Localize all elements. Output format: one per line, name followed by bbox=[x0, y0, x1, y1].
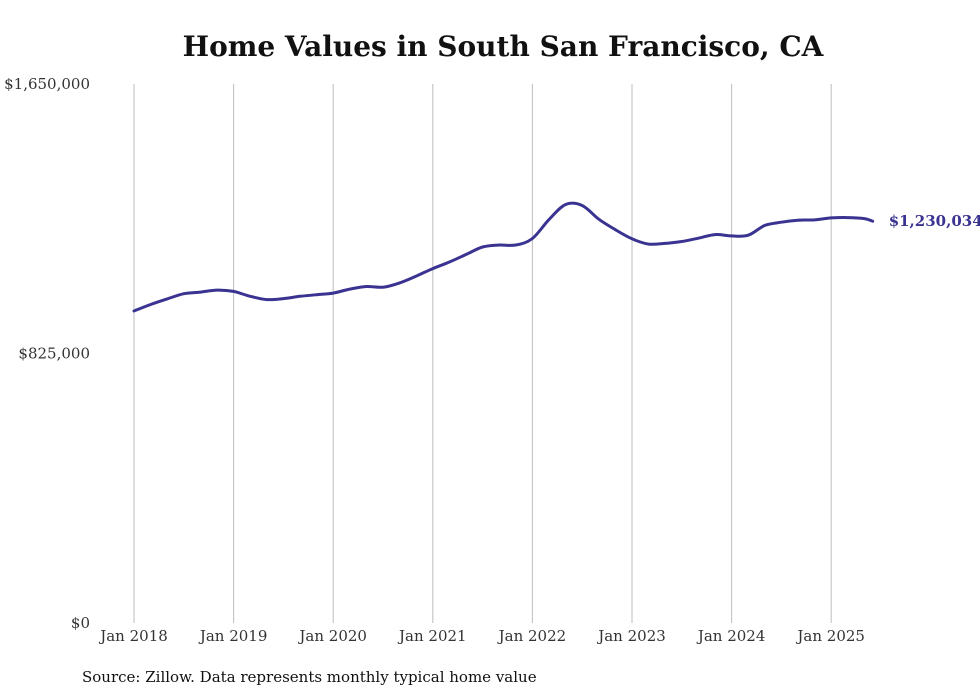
end-value-labels: $1,230,034 bbox=[889, 212, 980, 230]
x-tick-label: Jan 2022 bbox=[497, 627, 567, 645]
x-tick-label: Jan 2020 bbox=[297, 627, 367, 645]
series-line bbox=[132, 201, 875, 313]
y-tick-label: $0 bbox=[71, 614, 90, 632]
y-axis-tick-labels: $0 $825,000 $1,650,000 bbox=[4, 75, 90, 632]
x-tick-label: Jan 2018 bbox=[98, 627, 168, 645]
chart-title: Home Values in South San Francisco, CA bbox=[182, 30, 824, 63]
y-tick-label: $825,000 bbox=[18, 345, 90, 363]
y-tick-label: $1,650,000 bbox=[4, 75, 90, 93]
x-tick-label: Jan 2024 bbox=[696, 627, 766, 645]
x-axis-tick-labels: Jan 2018 Jan 2019 Jan 2020 Jan 2021 Jan 2022… bbox=[98, 627, 865, 645]
source-note: Source: Zillow. Data represents monthly … bbox=[82, 668, 537, 686]
x-tick-label: Jan 2025 bbox=[795, 627, 865, 645]
x-gridlines bbox=[133, 84, 832, 623]
series-lines bbox=[132, 201, 875, 313]
x-tick-label: Jan 2019 bbox=[198, 627, 268, 645]
x-tick-label: Jan 2021 bbox=[397, 627, 467, 645]
end-value-label: $1,230,034 bbox=[889, 212, 980, 230]
x-tick-label: Jan 2023 bbox=[596, 627, 666, 645]
